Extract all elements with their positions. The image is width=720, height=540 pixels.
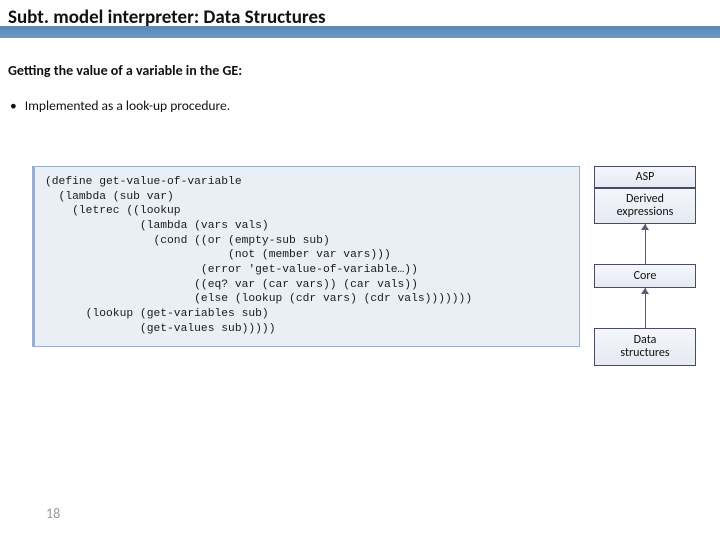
page-number: 18 xyxy=(46,505,60,522)
connector-1 xyxy=(645,224,646,264)
layer-derived-label: Derived expressions xyxy=(617,193,674,219)
arrowhead-2 xyxy=(641,288,649,294)
layer-derived: Derived expressions xyxy=(594,188,696,224)
code-block: (define get-value-of-variable (lambda (s… xyxy=(32,166,580,347)
slide-title: Subt. model interpreter: Data Structures xyxy=(8,6,326,29)
bullet-item: • Implemented as a look-up procedure. xyxy=(10,97,720,114)
connector-2 xyxy=(645,288,646,328)
layer-asp: ASP xyxy=(594,166,696,188)
bullet-marker: • xyxy=(10,97,17,114)
layer-data-label: Data structures xyxy=(620,334,669,360)
architecture-stack: ASP Derived expressions Core Data struct… xyxy=(594,166,696,366)
title-bar: Subt. model interpreter: Data Structures xyxy=(0,0,720,44)
section-heading: Getting the value of a variable in the G… xyxy=(8,62,720,79)
layer-core: Core xyxy=(594,264,696,288)
bullet-text: Implemented as a look-up procedure. xyxy=(25,97,230,114)
layer-data-structures: Data structures xyxy=(594,328,696,366)
arrowhead-1 xyxy=(641,224,649,230)
